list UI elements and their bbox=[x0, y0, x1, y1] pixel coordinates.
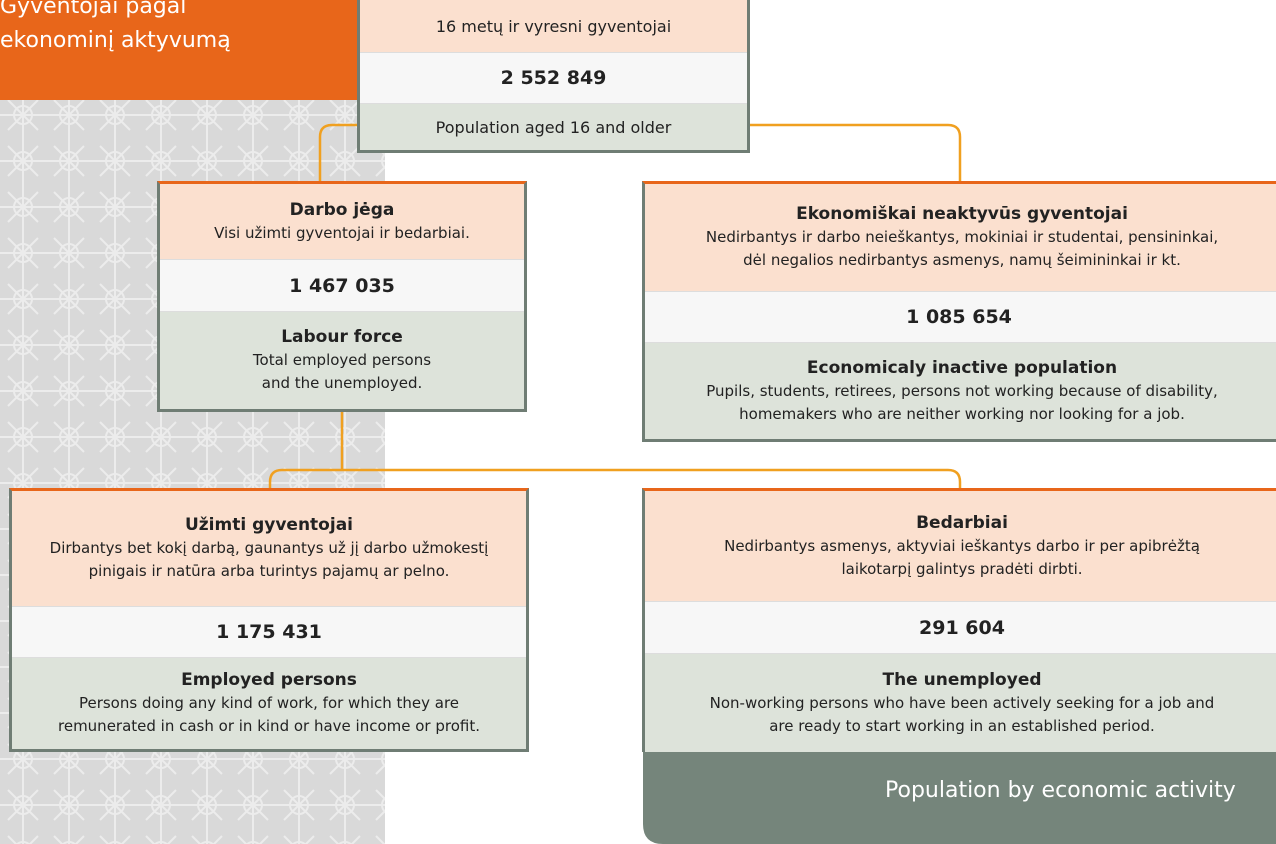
lt-desc: Nedirbantys asmenys, aktyviai ieškantys … bbox=[645, 535, 1276, 558]
footer-title: Population by economic activity bbox=[885, 778, 1236, 803]
lt-title: Darbo jėga bbox=[160, 199, 524, 222]
lt-desc: Dirbantys bet kokį darbą, gaunantys už j… bbox=[12, 537, 526, 560]
en-desc: Pupils, students, retirees, persons not … bbox=[645, 380, 1276, 403]
page: Gyventojai pagal ekonominį aktyvumą 16 m… bbox=[0, 0, 1276, 844]
en-desc: Non-working persons who have been active… bbox=[645, 692, 1276, 715]
lt-title: Ekonomiškai neaktyvūs gyventojai bbox=[645, 203, 1276, 226]
value: 1 085 654 bbox=[645, 291, 1276, 343]
en-title: Economicaly inactive population bbox=[645, 357, 1276, 380]
lt-desc: pinigais ir natūra arba turintys pajamų … bbox=[12, 560, 526, 583]
en-title: Labour force bbox=[160, 326, 524, 349]
value: 291 604 bbox=[645, 601, 1276, 654]
lt-title: Užimti gyventojai bbox=[12, 514, 526, 537]
lt-desc: laikotarpį galintys pradėti dirbti. bbox=[645, 558, 1276, 581]
value: 1 467 035 bbox=[160, 259, 524, 312]
en-title: The unemployed bbox=[645, 669, 1276, 692]
en-desc: and the unemployed. bbox=[160, 372, 524, 395]
en-title: Employed persons bbox=[12, 669, 526, 692]
title-line: ekonominį aktyvumą bbox=[0, 24, 231, 58]
lt-desc: Nedirbantys ir darbo neieškantys, mokini… bbox=[645, 226, 1276, 249]
lt-title: Bedarbiai bbox=[645, 512, 1276, 535]
lt-desc: dėl negalios nedirbantys asmenys, namų š… bbox=[645, 249, 1276, 272]
node: 16 metų ir vyresni gyventojai 2 552 849 … bbox=[357, 0, 750, 153]
en-desc: are ready to start working in an establi… bbox=[645, 715, 1276, 738]
lt-title: 16 metų ir vyresni gyventojai bbox=[360, 0, 747, 52]
title-line: Gyventojai pagal bbox=[0, 0, 231, 24]
en-desc: Persons doing any kind of work, for whic… bbox=[12, 692, 526, 715]
value: 1 175 431 bbox=[12, 606, 526, 658]
en-title: Population aged 16 and older bbox=[360, 104, 747, 150]
header-title: Gyventojai pagal ekonominį aktyvumą bbox=[0, 0, 231, 58]
en-desc: homemakers who are neither working nor l… bbox=[645, 403, 1276, 426]
lt-desc: Visi užimti gyventojai ir bedarbiai. bbox=[160, 222, 524, 245]
en-desc: remunerated in cash or in kind or have i… bbox=[12, 715, 526, 738]
value: 2 552 849 bbox=[360, 52, 747, 104]
en-desc: Total employed persons bbox=[160, 349, 524, 372]
